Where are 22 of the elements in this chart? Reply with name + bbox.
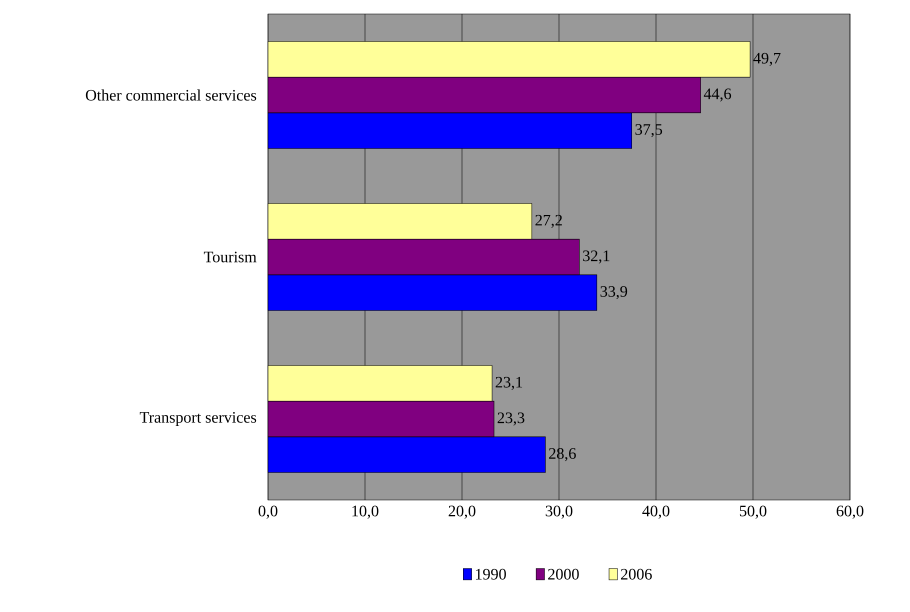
x-tick-label: 60,0 [836, 506, 864, 519]
data-label: 28,6 [549, 448, 576, 462]
y-tick-label: Other commercial services [86, 89, 256, 101]
x-tick-label: 20,0 [448, 506, 476, 519]
x-tick-label: 50,0 [740, 506, 766, 519]
data-label: 44,6 [704, 88, 732, 102]
x-tick-label: 10,0 [352, 506, 378, 519]
x-tick-label: 0,0 [258, 506, 278, 519]
x-tick-label: 40,0 [642, 506, 670, 519]
data-label: 32,1 [583, 250, 610, 264]
y-tick-label: Tourism [204, 252, 256, 262]
data-label: 49,7 [753, 52, 781, 66]
legend-label: 2006 [621, 568, 652, 580]
data-label: 37,5 [635, 124, 662, 138]
data-label: 27,2 [535, 214, 562, 228]
y-tick-label: Transport services [140, 412, 256, 426]
legend-label: 2000 [548, 568, 579, 580]
legend-label: 1990 [476, 568, 506, 580]
data-label: 23,3 [498, 412, 524, 426]
x-tick-label: 30,0 [546, 506, 572, 519]
data-label: 33,9 [600, 286, 628, 300]
data-label: 23,1 [496, 376, 522, 390]
